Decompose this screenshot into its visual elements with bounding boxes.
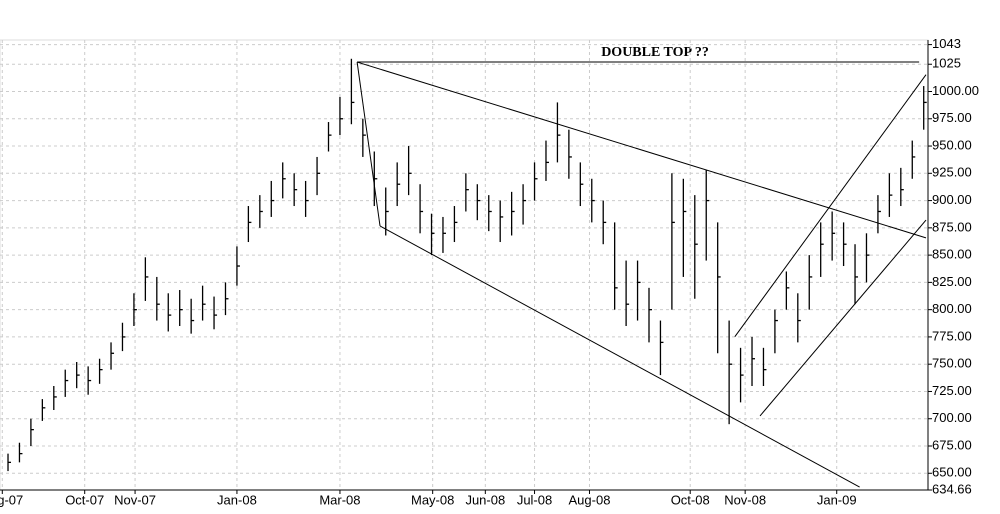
x-tick-label: Jul-08 bbox=[517, 492, 552, 507]
y-tick-label: 700.00 bbox=[932, 410, 972, 425]
y-tick-label: 1043 bbox=[932, 36, 961, 51]
y-tick-label: 1000.00 bbox=[932, 83, 979, 98]
trend-line bbox=[759, 219, 927, 417]
x-tick-label: Aug-08 bbox=[569, 492, 611, 507]
y-tick-label: 975.00 bbox=[932, 110, 972, 125]
trend-line bbox=[356, 61, 927, 239]
y-tick-label: 925.00 bbox=[932, 165, 972, 180]
y-tick-label: 725.00 bbox=[932, 383, 972, 398]
x-tick-label: Aug-07 bbox=[0, 492, 23, 507]
y-tick-label: 875.00 bbox=[932, 219, 972, 234]
x-tick-label: Nov-07 bbox=[114, 492, 156, 507]
y-tick-label: 850.00 bbox=[932, 247, 972, 262]
x-tick-label: Jun-08 bbox=[465, 492, 505, 507]
x-tick-label: Oct-07 bbox=[65, 492, 104, 507]
y-tick-label: 825.00 bbox=[932, 274, 972, 289]
plot-area bbox=[0, 39, 929, 491]
y-tick-label: 634.66 bbox=[932, 481, 972, 496]
trend-line bbox=[379, 225, 860, 488]
x-tick-label: Oct-08 bbox=[671, 492, 710, 507]
x-tick-label: May-08 bbox=[411, 492, 454, 507]
y-tick-label: 650.00 bbox=[932, 465, 972, 480]
x-tick-label: Jan-09 bbox=[817, 492, 857, 507]
trend-line bbox=[356, 61, 381, 227]
chart-title: DOUBLE TOP ?? bbox=[601, 45, 709, 60]
x-tick-label: Jan-08 bbox=[217, 492, 257, 507]
trend-line bbox=[734, 74, 927, 337]
y-tick-label: 675.00 bbox=[932, 437, 972, 452]
y-tick-label: 950.00 bbox=[932, 137, 972, 152]
y-tick-label: 750.00 bbox=[932, 356, 972, 371]
x-tick-label: Nov-08 bbox=[724, 492, 766, 507]
x-tick-label: Mar-08 bbox=[319, 492, 360, 507]
y-tick-label: 900.00 bbox=[932, 192, 972, 207]
y-tick-label: 775.00 bbox=[932, 328, 972, 343]
y-tick-label: 1025 bbox=[932, 56, 961, 71]
y-tick-label: 800.00 bbox=[932, 301, 972, 316]
